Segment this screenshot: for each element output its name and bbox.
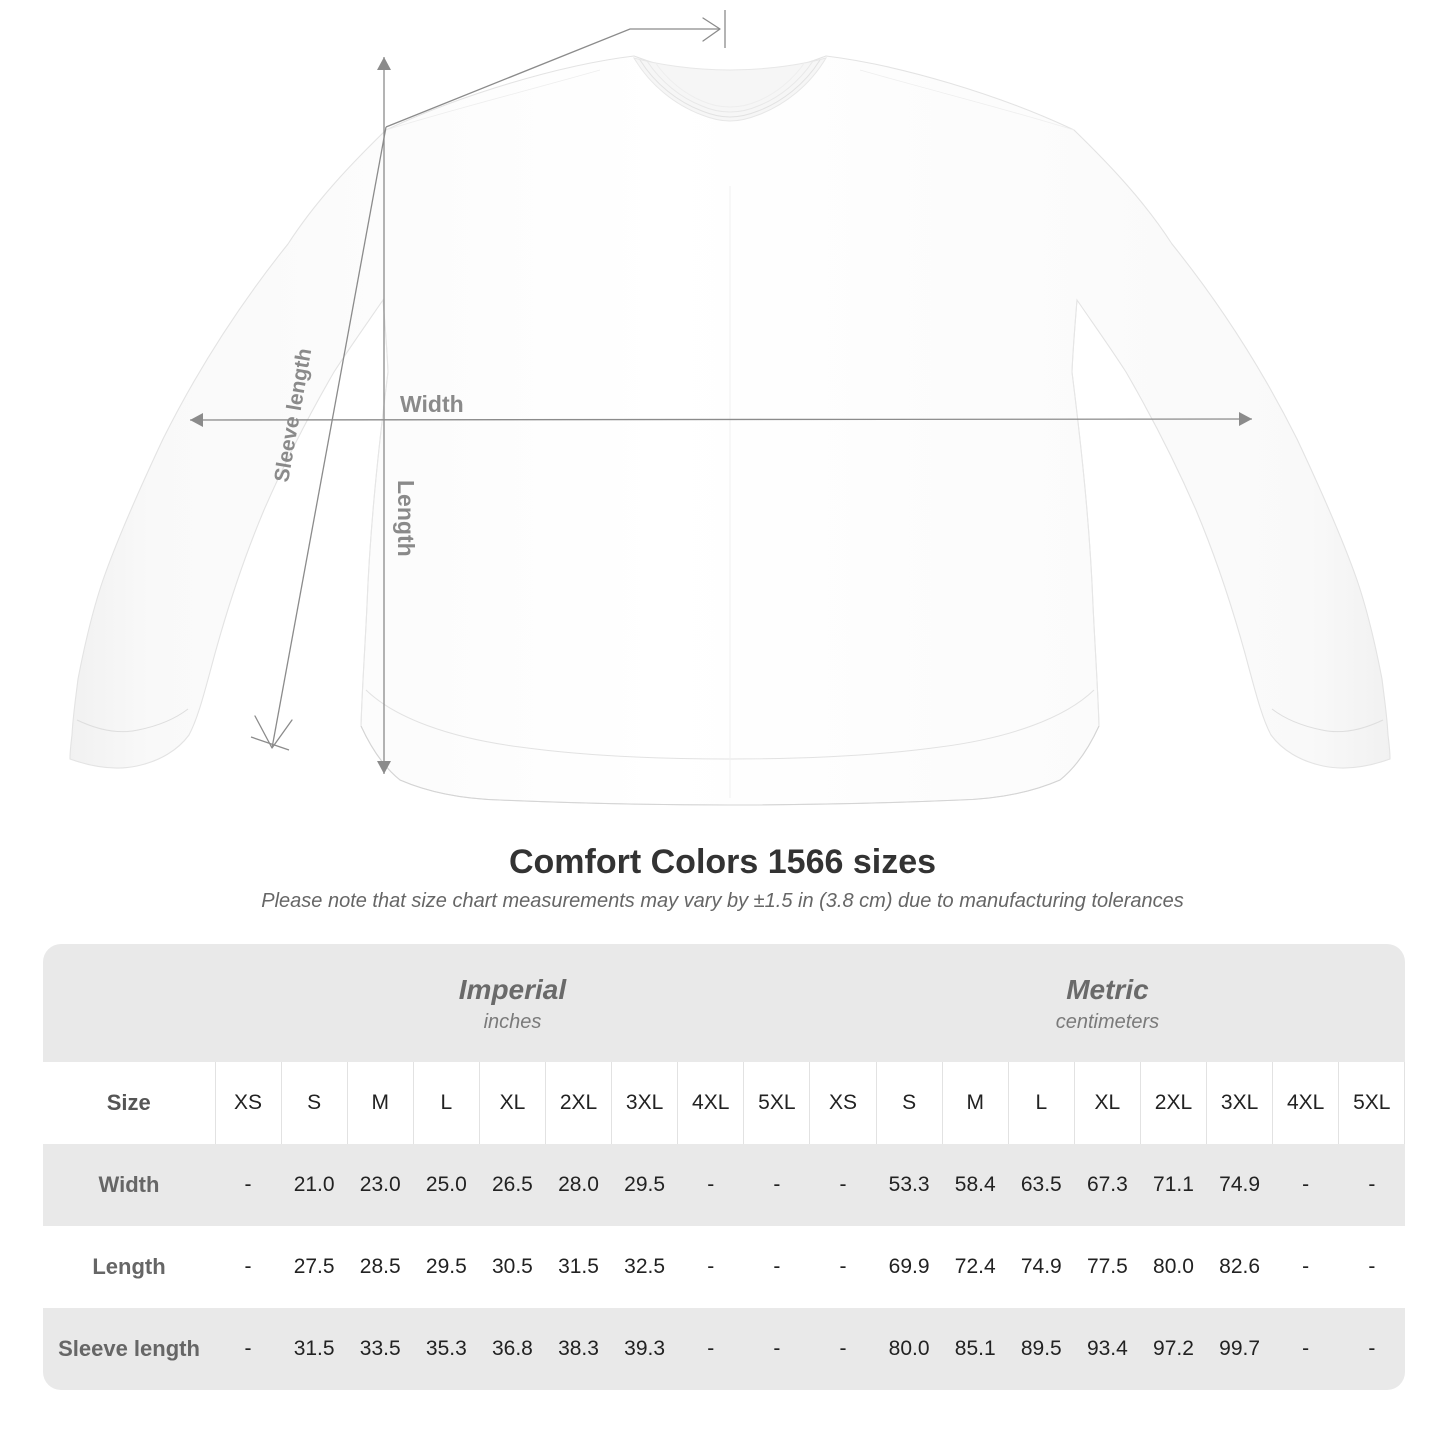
svg-text:Length: Length [393,480,419,557]
svg-text:Width: Width [400,391,464,417]
